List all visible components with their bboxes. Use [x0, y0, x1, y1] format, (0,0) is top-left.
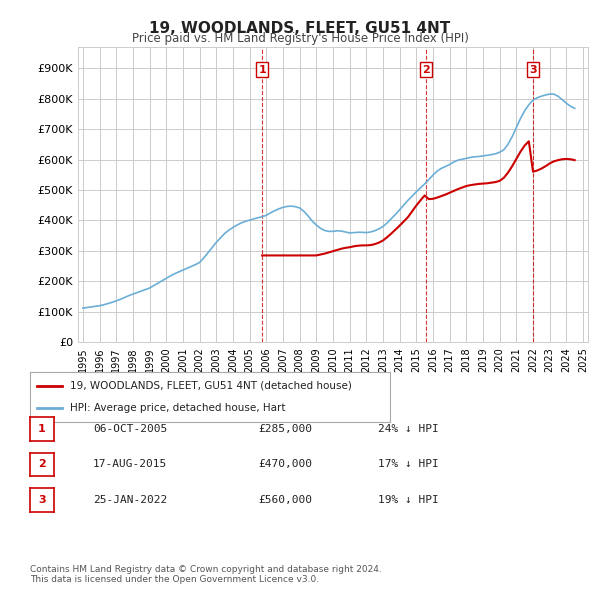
Text: 1: 1 [258, 64, 266, 74]
Text: 3: 3 [529, 64, 537, 74]
Text: Contains HM Land Registry data © Crown copyright and database right 2024.
This d: Contains HM Land Registry data © Crown c… [30, 565, 382, 584]
Text: 17-AUG-2015: 17-AUG-2015 [93, 460, 167, 469]
Text: £285,000: £285,000 [258, 424, 312, 434]
Text: 25-JAN-2022: 25-JAN-2022 [93, 495, 167, 504]
Text: 1: 1 [38, 424, 46, 434]
Text: £470,000: £470,000 [258, 460, 312, 469]
Text: Price paid vs. HM Land Registry's House Price Index (HPI): Price paid vs. HM Land Registry's House … [131, 32, 469, 45]
Text: 17% ↓ HPI: 17% ↓ HPI [378, 460, 439, 469]
Text: 3: 3 [38, 495, 46, 504]
Text: 24% ↓ HPI: 24% ↓ HPI [378, 424, 439, 434]
Text: 19, WOODLANDS, FLEET, GU51 4NT: 19, WOODLANDS, FLEET, GU51 4NT [149, 21, 451, 35]
Text: 19% ↓ HPI: 19% ↓ HPI [378, 495, 439, 504]
Text: 2: 2 [422, 64, 430, 74]
Text: 06-OCT-2005: 06-OCT-2005 [93, 424, 167, 434]
Text: HPI: Average price, detached house, Hart: HPI: Average price, detached house, Hart [70, 403, 285, 413]
Text: £560,000: £560,000 [258, 495, 312, 504]
Text: 19, WOODLANDS, FLEET, GU51 4NT (detached house): 19, WOODLANDS, FLEET, GU51 4NT (detached… [70, 381, 352, 391]
Text: 2: 2 [38, 460, 46, 469]
